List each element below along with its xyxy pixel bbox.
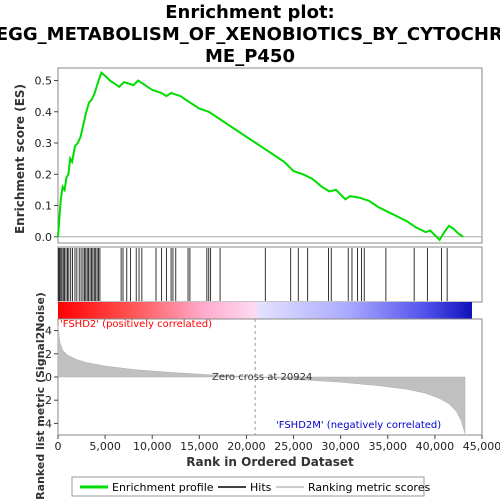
metric-y-axis: -4 -2 0 2 4 (41, 325, 58, 430)
metric-y-tick-label: 4 (45, 325, 52, 338)
es-plot-frame (57, 67, 483, 244)
negative-correlation-label: 'FSHD2M' (negatively correlated) (276, 420, 441, 431)
legend-hits-label: Hits (250, 481, 272, 494)
metric-x-tick-label: 45,000 (463, 440, 500, 453)
metric-x-axis-label: Rank in Ordered Dataset (186, 455, 354, 469)
es-y-tick-label: 0.0 (35, 231, 53, 244)
metric-x-tick-label: 35,000 (369, 440, 408, 453)
metric-y-axis-label: Ranked list metric (Signal2Noise) (34, 292, 47, 500)
metric-x-tick-label: 0 (55, 440, 62, 453)
legend-box (71, 476, 425, 497)
legend-metric-label: Ranking metric scores (308, 481, 430, 494)
es-y-axis-label: Enrichment score (ES) (13, 84, 27, 234)
chart-title-line-3: ME_P450 (205, 46, 295, 67)
positive-correlation-label: 'FSHD2' (positively correlated) (60, 319, 212, 330)
metric-x-tick-label: 30,000 (321, 440, 360, 453)
metric-y-tick-label: 2 (45, 348, 52, 361)
metric-y-tick-label: -4 (41, 417, 52, 430)
metric-x-tick-label: 25,000 (274, 440, 313, 453)
ranking-metric-area (57, 325, 466, 434)
chart-title-line-1: Enrichment plot: (165, 2, 335, 23)
ranking-color-band (58, 302, 472, 319)
enrichment-profile-line (57, 71, 464, 242)
es-y-tick-label: 0.1 (35, 200, 53, 213)
metric-x-tick-label: 20,000 (227, 440, 266, 453)
metric-x-tick-label: 15,000 (180, 440, 219, 453)
metric-x-tick-label: 10,000 (133, 440, 172, 453)
hits-panel-frame (57, 246, 483, 303)
es-y-tick-label: 0.5 (35, 75, 53, 88)
metric-x-axis: 0 5,000 10,000 15,000 20,000 25,000 30,000 35,0… (55, 435, 500, 453)
es-y-tick-label: 0.2 (35, 168, 53, 181)
metric-y-tick-label: -2 (41, 394, 52, 407)
es-y-axis: 0.0 0.1 0.2 0.3 0.4 0.5 (35, 75, 58, 244)
chart-title-line-2: KEGG_METABOLISM_OF_XENOBIOTICS_BY_CYTOCH… (0, 24, 500, 45)
legend-enrichment-label: Enrichment profile (112, 481, 214, 494)
metric-y-tick-label: 0 (45, 371, 52, 384)
zero-cross-label: Zero cross at 20924 (212, 372, 312, 383)
es-y-tick-label: 0.4 (35, 106, 53, 119)
metric-x-tick-label: 40,000 (416, 440, 455, 453)
hits-marks (58, 248, 448, 301)
metric-x-tick-label: 5,000 (89, 440, 121, 453)
es-y-tick-label: 0.3 (35, 137, 53, 150)
